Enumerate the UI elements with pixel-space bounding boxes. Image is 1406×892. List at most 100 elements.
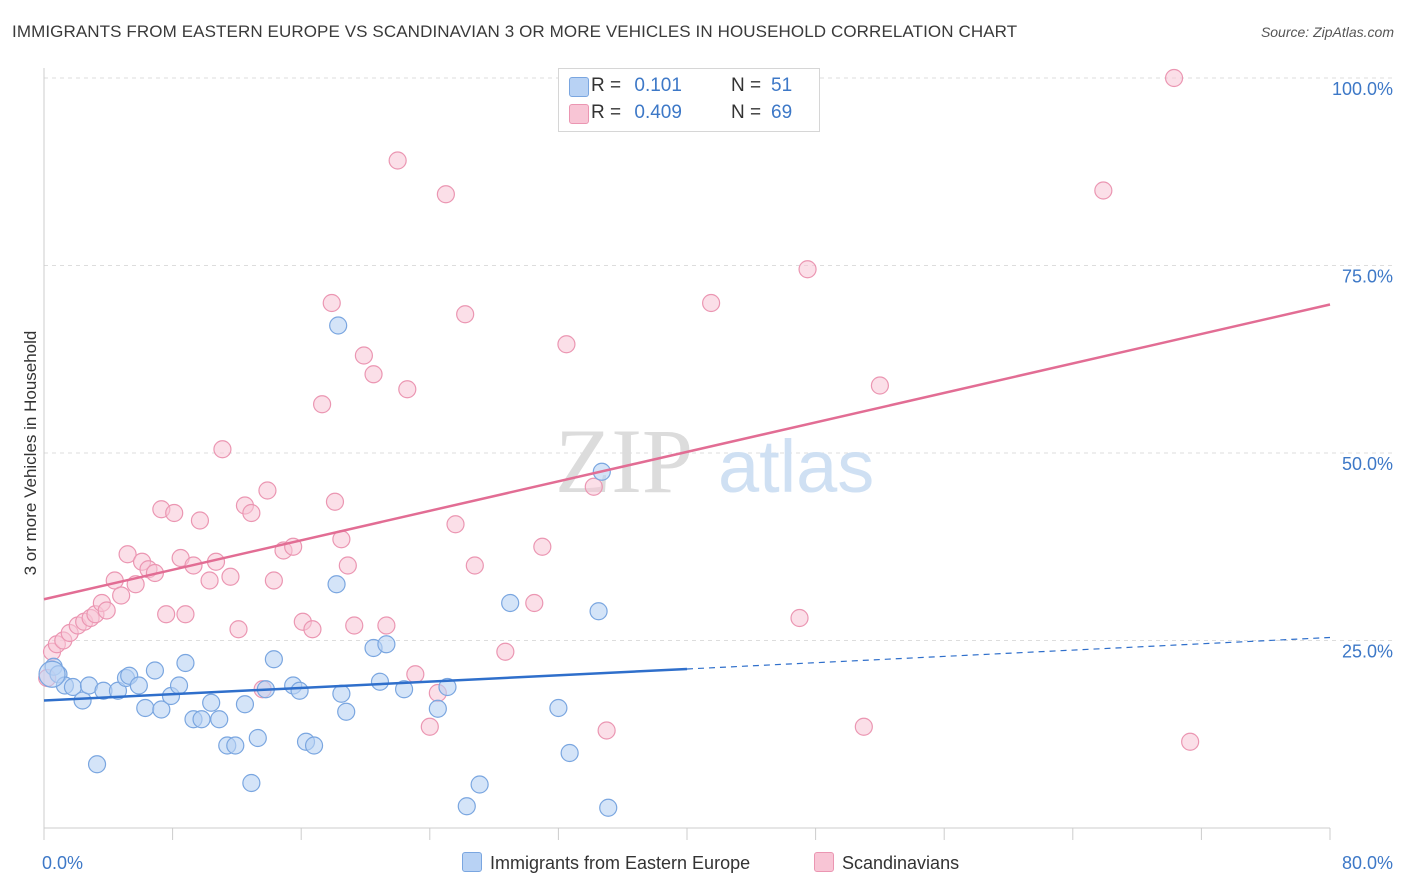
scandinavians-point bbox=[97, 601, 116, 620]
eastern-europe-point bbox=[332, 684, 351, 703]
eastern-europe-point bbox=[152, 700, 171, 719]
legend-row-scandinavians: R = 0.409 N = 69 bbox=[569, 102, 792, 126]
eastern-europe-point bbox=[549, 698, 568, 718]
legend-r-value: 0.409 bbox=[634, 102, 682, 123]
axis-layer bbox=[43, 68, 1331, 840]
scandinavians-point bbox=[118, 545, 137, 564]
scandinavians-point bbox=[229, 620, 248, 639]
scandinavians-point bbox=[465, 556, 484, 575]
scandinavians-point bbox=[325, 492, 345, 511]
eastern-europe-point bbox=[176, 653, 195, 673]
scandinavians-point bbox=[557, 335, 576, 354]
legend-r-label: R = bbox=[591, 75, 627, 96]
scandinavians-point bbox=[354, 346, 373, 365]
scandinavians-point bbox=[388, 151, 407, 170]
scandinavians-point bbox=[364, 365, 383, 384]
scandinavians-point bbox=[456, 305, 475, 324]
eastern-europe-point bbox=[428, 699, 447, 718]
scandinavians-point bbox=[345, 616, 364, 635]
bottom-legend-swatch-pink bbox=[814, 852, 834, 872]
eastern-europe-point bbox=[589, 602, 608, 621]
eastern-europe-point bbox=[145, 661, 165, 680]
scandinavians-point bbox=[790, 608, 809, 628]
scandinavians-point bbox=[303, 620, 322, 639]
scandinavians-point bbox=[1164, 68, 1184, 88]
eastern-europe-point bbox=[248, 728, 267, 748]
scandinavians-point bbox=[322, 293, 341, 313]
scandinavians-point bbox=[870, 376, 890, 395]
legend-n-value: 51 bbox=[771, 75, 793, 96]
legend-n-label: N = bbox=[731, 75, 762, 96]
bottom-legend-label: Scandinavians bbox=[842, 853, 960, 873]
scandinavians-point bbox=[1181, 732, 1200, 751]
eastern-europe-point bbox=[370, 672, 390, 691]
eastern-europe-point bbox=[73, 691, 92, 710]
eastern-europe-point bbox=[377, 635, 396, 654]
eastern-europe-point bbox=[38, 660, 66, 688]
bottom-legend-swatch-blue bbox=[462, 852, 482, 872]
x-tick-label-max: 80.0% bbox=[1342, 853, 1393, 873]
eastern-europe-point bbox=[560, 743, 579, 763]
scandinavians-point bbox=[420, 717, 439, 736]
bottom-legend-eastern-europe: Immigrants from Eastern Europe bbox=[462, 852, 750, 874]
eastern-europe-point bbox=[304, 736, 324, 755]
source-label: Source: ZipAtlas.com bbox=[1260, 24, 1394, 40]
scandinavians-point bbox=[176, 605, 195, 624]
scandinavians-point bbox=[398, 380, 417, 399]
scandinavians-point bbox=[525, 593, 544, 613]
scandinavians-point bbox=[702, 293, 721, 313]
legend-r-label: R = bbox=[591, 102, 627, 123]
scandinavians-point bbox=[190, 511, 210, 530]
trend-layer bbox=[43, 303, 1331, 702]
scandinavians-point bbox=[584, 477, 603, 496]
scandinavians-point bbox=[258, 481, 277, 500]
legend-row-eastern-europe: R = 0.101 N = 51 bbox=[569, 75, 792, 99]
eastern-europe-point bbox=[337, 702, 356, 721]
scandinavians-point bbox=[533, 537, 552, 556]
legend-r-value: 0.101 bbox=[634, 75, 682, 96]
eastern-europe-trendline bbox=[43, 667, 688, 702]
scandinavians-point bbox=[165, 503, 184, 523]
eastern-europe-point bbox=[202, 693, 221, 712]
stats-legend: R = 0.101 N = 51 R = 0.409 N = 69 bbox=[558, 68, 820, 132]
scandinavians-point bbox=[496, 642, 515, 661]
eastern-europe-point bbox=[599, 798, 618, 817]
bottom-legend-label: Immigrants from Eastern Europe bbox=[490, 853, 751, 873]
scandinavians-point bbox=[242, 503, 261, 523]
grid-layer bbox=[44, 77, 1394, 641]
scandinavians-point bbox=[112, 586, 131, 605]
scandinavians-point bbox=[377, 616, 396, 635]
y-tick-label: 25.0% bbox=[1342, 642, 1393, 662]
eastern-europe-point bbox=[457, 797, 476, 816]
legend-n-value: 69 bbox=[771, 102, 793, 123]
label-layer: 25.0% 50.0% 75.0% 100.0% 0.0% 80.0% 3 or more … bbox=[21, 79, 1393, 873]
scandinavians-point bbox=[221, 567, 240, 586]
eastern-europe-point bbox=[264, 650, 283, 669]
eastern-europe-point bbox=[210, 710, 229, 729]
eastern-europe-points bbox=[38, 316, 618, 817]
eastern-europe-point bbox=[242, 773, 261, 793]
scandinavians-point bbox=[597, 721, 616, 740]
eastern-europe-point bbox=[394, 680, 414, 699]
y-tick-label: 100.0% bbox=[1332, 79, 1393, 99]
eastern-europe-point bbox=[235, 695, 255, 714]
watermark-atlas: atlas bbox=[718, 425, 874, 508]
eastern-europe-point bbox=[192, 710, 211, 729]
scandinavians-point bbox=[264, 571, 283, 590]
y-axis-title: 3 or more Vehicles in Household bbox=[21, 331, 40, 576]
eastern-europe-trendline-extension bbox=[686, 636, 1331, 670]
scandinavians-point bbox=[446, 515, 465, 534]
scandinavians-point bbox=[200, 571, 219, 590]
scandinavians-point bbox=[1094, 181, 1113, 200]
scandinavians-point bbox=[406, 665, 425, 684]
legend-swatch-pink bbox=[569, 104, 589, 124]
scandinavians-point bbox=[798, 260, 817, 279]
eastern-europe-point bbox=[438, 677, 457, 697]
legend-swatch-blue bbox=[569, 77, 589, 97]
eastern-europe-point bbox=[470, 775, 489, 794]
bottom-legend-scandinavians: Scandinavians bbox=[814, 852, 959, 874]
eastern-europe-point bbox=[501, 593, 520, 613]
eastern-europe-point bbox=[129, 676, 148, 695]
eastern-europe-point bbox=[169, 676, 189, 695]
